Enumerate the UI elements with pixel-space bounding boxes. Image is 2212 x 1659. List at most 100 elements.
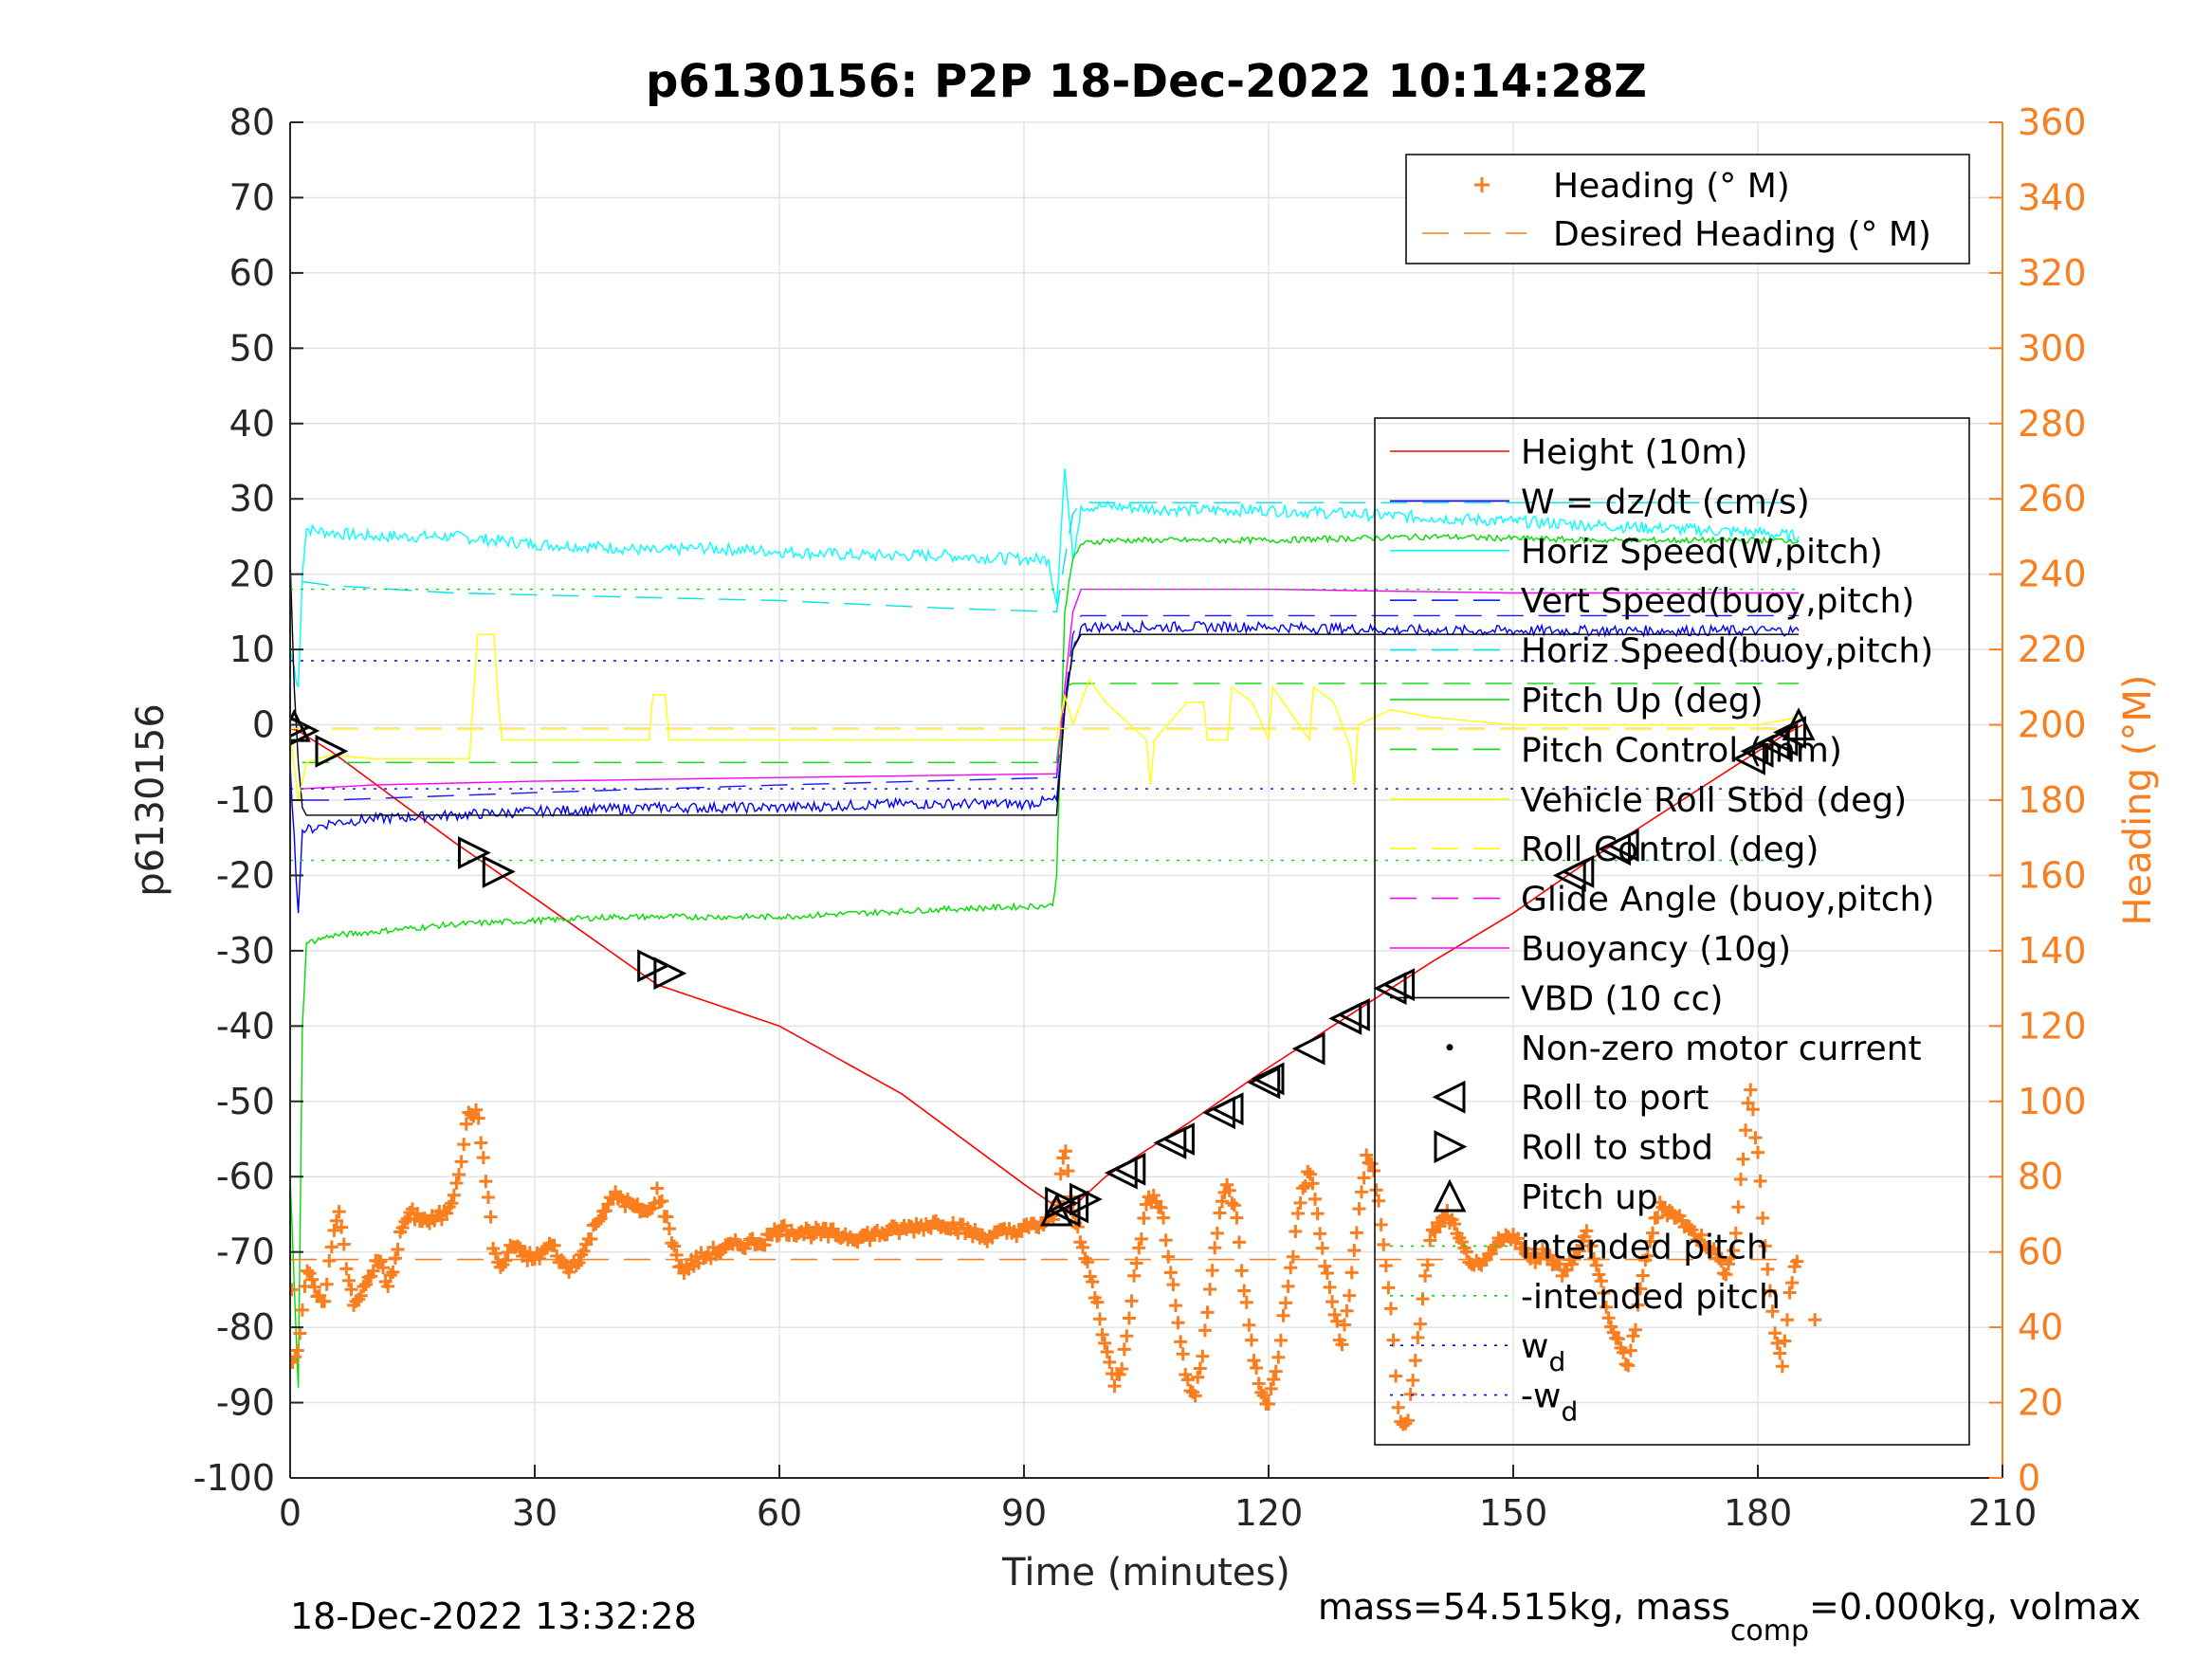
y-tick-label: 0 (252, 704, 275, 746)
heading-point (354, 1288, 368, 1303)
heading-point (1381, 1281, 1396, 1295)
legend-main: Height (10m) W = dz/dt (cm/s) Horiz Speed(… (1374, 417, 1970, 1446)
heading-point (576, 1244, 591, 1258)
heading-point (1663, 1203, 1677, 1217)
heading-point (1273, 1333, 1288, 1347)
roll-port-marker (1247, 1066, 1281, 1100)
legend-label: Horiz Speed(W,pitch) (1521, 533, 1883, 572)
y-axis-right-label: Heading (°M) (2116, 675, 2160, 926)
pitch-up-marker (290, 708, 311, 742)
heading-point (547, 1238, 561, 1252)
roll-stbd-marker (290, 716, 320, 746)
heading-point (327, 1223, 341, 1237)
heading-point (594, 1212, 608, 1226)
heading-point (1256, 1389, 1271, 1403)
heading-point (1714, 1254, 1728, 1268)
y-right-tick-label: 40 (2018, 1306, 2063, 1348)
heading-point (449, 1176, 464, 1190)
heading-point (1518, 1242, 1532, 1256)
marker-layer (290, 707, 1822, 1431)
heading-point (1293, 1195, 1307, 1210)
heading-point (1511, 1231, 1526, 1246)
heading-point (1213, 1206, 1227, 1220)
heading-point (1306, 1176, 1320, 1191)
heading-point (1758, 1239, 1772, 1253)
heading-point (1629, 1322, 1642, 1337)
heading-point (1651, 1211, 1665, 1225)
heading-point (1053, 1167, 1068, 1181)
heading-point (484, 1210, 498, 1224)
heading-point (1174, 1335, 1188, 1349)
heading-point (1454, 1234, 1469, 1249)
heading-point (1768, 1326, 1782, 1340)
y-tick-label: -50 (216, 1081, 275, 1122)
pitch-up-marker (1039, 1193, 1073, 1227)
heading-point (1765, 1304, 1780, 1319)
legend-dot-icon (1446, 1044, 1453, 1051)
heading-point (1626, 1329, 1640, 1343)
legend-label: Horiz Speed(buoy,pitch) (1521, 632, 1933, 671)
heading-point (1129, 1256, 1143, 1270)
heading-point (1137, 1212, 1151, 1226)
heading-point (488, 1247, 503, 1261)
heading-point (1733, 1173, 1747, 1187)
heading-point (1379, 1259, 1393, 1273)
heading-point (1120, 1329, 1134, 1343)
heading-point (1592, 1267, 1606, 1282)
heading-point (1584, 1239, 1599, 1253)
heading-point (411, 1207, 425, 1221)
heading-point (1335, 1338, 1349, 1352)
heading-point (1761, 1262, 1775, 1276)
heading-point (631, 1197, 645, 1212)
legend-heading-label: Desired Heading (° M) (1553, 215, 1931, 254)
y-right-tick-label: 80 (2018, 1156, 2063, 1197)
heading-point (1315, 1241, 1329, 1255)
heading-point (1127, 1268, 1142, 1283)
heading-point (1154, 1200, 1168, 1214)
heading-point (1577, 1230, 1591, 1244)
legend-label: Pitch Control (mm) (1521, 731, 1842, 770)
heading-point (1572, 1244, 1586, 1258)
heading-point (290, 1283, 299, 1297)
heading-point (383, 1268, 397, 1283)
legend-heading-label: Heading (° M) (1553, 167, 1790, 206)
heading-point (1357, 1171, 1371, 1185)
legend-label: intended pitch (1521, 1228, 1768, 1267)
heading-point (655, 1194, 669, 1208)
y-right-tick-label: 200 (2018, 704, 2087, 746)
heading-point (479, 1175, 493, 1189)
heading-point (1435, 1211, 1450, 1225)
heading-point (1188, 1389, 1202, 1403)
heading-point (650, 1181, 664, 1195)
heading-point (1180, 1373, 1195, 1387)
heading-point (1736, 1152, 1750, 1166)
heading-point (335, 1220, 349, 1234)
heading-point (1301, 1165, 1315, 1179)
heading-point (1621, 1358, 1636, 1373)
legend-heading-plus-icon (1474, 177, 1490, 192)
heading-point (1200, 1305, 1215, 1320)
y-tick-label: -40 (216, 1005, 275, 1047)
heading-point (1323, 1280, 1337, 1294)
heading-point (1234, 1264, 1249, 1278)
heading-point (1327, 1307, 1342, 1322)
heading-point (1597, 1285, 1611, 1300)
heading-point (555, 1253, 569, 1267)
heading-point (337, 1237, 351, 1251)
heading-point (457, 1138, 471, 1152)
heading-point (1330, 1314, 1344, 1328)
heading-point (307, 1280, 321, 1294)
y-tick-label: -20 (216, 854, 275, 896)
y-tick-label: -60 (216, 1156, 275, 1197)
heading-point (1773, 1346, 1787, 1360)
heading-point (1132, 1241, 1146, 1255)
heading-point (332, 1205, 346, 1219)
heading-point (1296, 1181, 1310, 1195)
heading-point (1744, 1083, 1758, 1097)
heading-point (454, 1155, 468, 1169)
x-tick-label: 90 (1001, 1492, 1047, 1534)
heading-point (1081, 1255, 1095, 1269)
footer-mass-prefix: mass=54.515kg, mass (1318, 1586, 1730, 1628)
heading-point (1711, 1251, 1726, 1266)
